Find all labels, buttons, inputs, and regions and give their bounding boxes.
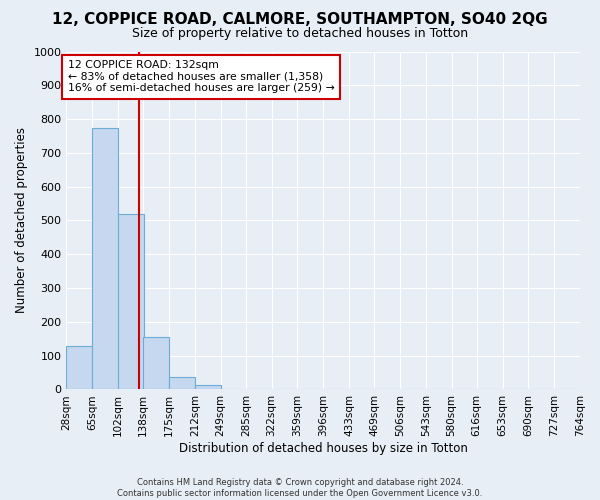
Text: 12 COPPICE ROAD: 132sqm
← 83% of detached houses are smaller (1,358)
16% of semi: 12 COPPICE ROAD: 132sqm ← 83% of detache… [68,60,335,93]
Bar [118,214,144,390]
Text: Contains HM Land Registry data © Crown copyright and database right 2024.
Contai: Contains HM Land Registry data © Crown c… [118,478,482,498]
Y-axis label: Number of detached properties: Number of detached properties [15,128,28,314]
Bar [143,337,169,390]
Text: 12, COPPICE ROAD, CALMORE, SOUTHAMPTON, SO40 2QG: 12, COPPICE ROAD, CALMORE, SOUTHAMPTON, … [52,12,548,28]
X-axis label: Distribution of detached houses by size in Totton: Distribution of detached houses by size … [179,442,467,455]
Text: Size of property relative to detached houses in Totton: Size of property relative to detached ho… [132,28,468,40]
Bar [67,346,92,390]
Bar [169,377,195,390]
Bar [195,386,221,390]
Bar [92,128,118,390]
